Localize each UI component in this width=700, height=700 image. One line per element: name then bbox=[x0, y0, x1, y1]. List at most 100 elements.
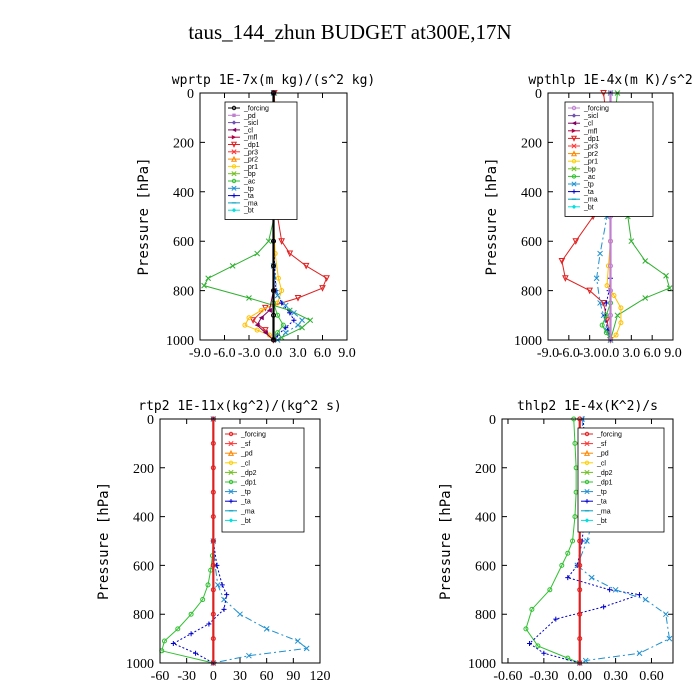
data-point bbox=[618, 320, 624, 326]
legend-label: _cl bbox=[240, 460, 250, 467]
y-tick-label: 800 bbox=[521, 285, 542, 300]
data-point bbox=[210, 538, 216, 544]
plot-frame bbox=[547, 92, 674, 341]
legend-marker bbox=[228, 479, 234, 485]
data-point bbox=[271, 238, 276, 244]
data-point bbox=[577, 636, 583, 642]
legend-label: _ac bbox=[583, 174, 596, 181]
data-point bbox=[262, 327, 269, 334]
data-point bbox=[279, 288, 285, 294]
data-point bbox=[666, 635, 673, 642]
legend-label: _pr2 bbox=[583, 151, 598, 158]
x-tick-label: 6.0 bbox=[314, 346, 332, 361]
legend-marker bbox=[571, 113, 577, 118]
x-tick-label: -6.0 bbox=[558, 346, 580, 361]
legend-marker bbox=[231, 105, 237, 111]
legend-label: _cl bbox=[243, 127, 253, 134]
data-point bbox=[237, 611, 243, 618]
data-point bbox=[603, 330, 609, 336]
data-point bbox=[547, 587, 553, 593]
data-point bbox=[229, 263, 236, 269]
data-point bbox=[286, 250, 294, 258]
legend-marker bbox=[228, 460, 234, 465]
data-point bbox=[527, 640, 533, 646]
legend-marker bbox=[231, 185, 237, 191]
data-point bbox=[175, 626, 181, 632]
legend-label: _bt bbox=[243, 208, 254, 215]
y-tick-label: 0 bbox=[489, 413, 496, 428]
legend-label: _pd bbox=[240, 451, 253, 458]
y-tick-label: 1000 bbox=[468, 657, 496, 672]
data-point bbox=[565, 575, 571, 581]
data-point bbox=[275, 275, 281, 281]
data-point bbox=[586, 287, 593, 295]
x-tick-label: -0.30 bbox=[529, 669, 558, 684]
data-point bbox=[601, 604, 607, 610]
data-point bbox=[572, 238, 580, 245]
legend-label: _forcing bbox=[240, 432, 266, 439]
panel-title: wpthlp 1E-4x(m K)/s^2 bbox=[528, 73, 692, 88]
data-point bbox=[206, 621, 212, 627]
y-tick-label: 800 bbox=[475, 608, 496, 623]
data-point bbox=[210, 562, 216, 568]
y-tick-label: 400 bbox=[173, 186, 194, 201]
legend-marker bbox=[571, 128, 577, 133]
data-point bbox=[562, 275, 569, 282]
legend-label: _mfl bbox=[583, 128, 598, 135]
legend-box bbox=[221, 427, 305, 533]
series-dp1 bbox=[159, 416, 216, 666]
x-tick-label: -3.0 bbox=[238, 346, 260, 361]
x-tick-label: -9.0 bbox=[537, 346, 559, 361]
data-point bbox=[282, 302, 289, 309]
x-tick-label: 6.0 bbox=[643, 346, 661, 361]
data-point bbox=[265, 238, 272, 245]
data-point bbox=[614, 312, 621, 319]
x-tick-label: 0.00 bbox=[567, 669, 592, 684]
data-point bbox=[210, 440, 216, 446]
data-point bbox=[242, 322, 248, 328]
data-point bbox=[291, 317, 297, 323]
data-point bbox=[210, 514, 216, 520]
y-tick-label: 0 bbox=[187, 87, 194, 102]
x-tick-label: -3.0 bbox=[579, 346, 601, 361]
legend-marker bbox=[231, 208, 237, 213]
data-point bbox=[577, 562, 583, 568]
x-tick-label: 0.60 bbox=[639, 669, 664, 684]
data-point bbox=[302, 262, 310, 270]
legend-marker bbox=[228, 499, 234, 504]
data-point bbox=[588, 574, 595, 581]
legend: _forcing _sf _pd _cl _dp2 _dp1 _tp _ta _ma _bt bbox=[221, 427, 305, 533]
x-tick-label: -0.60 bbox=[493, 669, 522, 684]
data-point bbox=[214, 582, 221, 588]
data-point bbox=[612, 586, 619, 593]
x-tick-label: -9.0 bbox=[189, 346, 211, 361]
x-tick-label: 90 bbox=[286, 669, 300, 684]
series-line bbox=[161, 419, 214, 664]
legend-label: _pr3 bbox=[243, 149, 258, 156]
x-tick-label: 120 bbox=[310, 669, 331, 684]
data-point bbox=[161, 638, 167, 644]
legend-marker bbox=[231, 171, 237, 177]
data-point bbox=[210, 636, 216, 642]
y-axis-label: Pressure [hPa] bbox=[438, 482, 454, 600]
panel-rtp2: rtp2 1E-11x(kg^2)/(kg^2 s) Pressure [hPa]… bbox=[96, 399, 342, 684]
series-ta bbox=[170, 416, 230, 666]
data-point bbox=[262, 330, 268, 336]
x-tick-label: 9.0 bbox=[338, 346, 356, 361]
data-point bbox=[572, 514, 578, 520]
data-point bbox=[541, 650, 547, 656]
data-point bbox=[577, 538, 583, 544]
legend-label: _ma bbox=[583, 197, 598, 204]
data-point bbox=[205, 582, 211, 588]
legend-label: _ta bbox=[596, 499, 607, 506]
data-point bbox=[210, 587, 216, 593]
legend-label: _sf bbox=[596, 441, 606, 448]
data-point bbox=[582, 657, 589, 664]
legend-marker bbox=[231, 135, 237, 140]
data-point bbox=[636, 650, 643, 657]
data-point bbox=[271, 288, 276, 294]
data-point bbox=[201, 282, 207, 289]
legend-label: _mfl bbox=[243, 135, 258, 142]
data-point bbox=[294, 638, 301, 644]
legend-marker bbox=[584, 469, 590, 475]
